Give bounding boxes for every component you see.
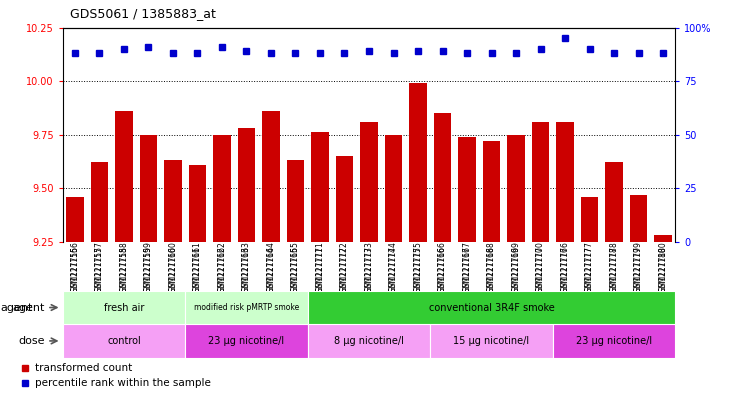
Bar (308, 291, 675, 324)
Bar (140, 134, 157, 242)
Text: GSM1217168: GSM1217168 (487, 241, 496, 292)
Bar (581, 197, 598, 242)
Text: GSM1217161: GSM1217161 (193, 241, 202, 292)
Bar (556, 122, 573, 242)
Bar (483, 141, 500, 242)
Text: fresh air: fresh air (104, 303, 144, 312)
Text: GSM1217160: GSM1217160 (168, 241, 177, 292)
Bar (430, 324, 553, 358)
Bar (165, 160, 182, 242)
Text: control: control (107, 336, 141, 346)
Text: GSM1217159: GSM1217159 (144, 241, 153, 292)
Bar (185, 291, 308, 324)
Text: GSM1217179: GSM1217179 (634, 241, 643, 292)
Text: 8 μg nicotine/l: 8 μg nicotine/l (334, 336, 404, 346)
Bar (553, 324, 675, 358)
Text: GSM1217157: GSM1217157 (95, 241, 104, 292)
Text: GSM1217169: GSM1217169 (511, 241, 520, 292)
Text: GSM1217174: GSM1217174 (389, 241, 398, 292)
Text: GSM1217175: GSM1217175 (413, 241, 422, 292)
Bar (213, 134, 230, 242)
Bar (287, 160, 304, 242)
Text: GSM1217166: GSM1217166 (438, 241, 447, 292)
Bar (336, 156, 353, 242)
Text: GDS5061 / 1385883_at: GDS5061 / 1385883_at (70, 7, 216, 20)
Text: GSM1217158: GSM1217158 (120, 241, 128, 292)
Bar (508, 134, 525, 242)
Text: GSM1217171: GSM1217171 (316, 241, 325, 292)
Bar (605, 162, 623, 242)
Bar (91, 162, 108, 242)
Text: 23 μg nicotine/l: 23 μg nicotine/l (208, 336, 285, 346)
Text: 15 μg nicotine/l: 15 μg nicotine/l (453, 336, 530, 346)
Text: agent: agent (13, 303, 45, 312)
Text: GSM1217170: GSM1217170 (536, 241, 545, 292)
Text: transformed count: transformed count (35, 362, 132, 373)
Bar (185, 324, 308, 358)
Bar (66, 197, 83, 242)
Text: GSM1217162: GSM1217162 (218, 241, 227, 292)
Bar (238, 128, 255, 242)
Text: GSM1217172: GSM1217172 (340, 241, 349, 292)
Bar (63, 291, 185, 324)
Text: GSM1217178: GSM1217178 (610, 241, 618, 292)
Bar (410, 83, 427, 242)
Bar (385, 134, 402, 242)
Bar (458, 137, 475, 242)
Bar (630, 195, 647, 242)
Text: 23 μg nicotine/l: 23 μg nicotine/l (576, 336, 652, 346)
Text: GSM1217176: GSM1217176 (561, 241, 570, 292)
Bar (434, 113, 451, 242)
Text: GSM1217177: GSM1217177 (585, 241, 594, 292)
Bar (655, 235, 672, 242)
Text: GSM1217165: GSM1217165 (291, 241, 300, 292)
Bar (308, 324, 430, 358)
Text: dose: dose (18, 336, 45, 346)
Text: GSM1217180: GSM1217180 (658, 241, 667, 292)
Bar (263, 111, 280, 242)
Bar (532, 122, 549, 242)
Bar (311, 132, 328, 242)
Text: conventional 3R4F smoke: conventional 3R4F smoke (429, 303, 554, 312)
Bar (189, 165, 206, 242)
Text: modified risk pMRTP smoke: modified risk pMRTP smoke (194, 303, 299, 312)
Bar (115, 111, 133, 242)
Text: percentile rank within the sample: percentile rank within the sample (35, 378, 210, 388)
Text: GSM1217163: GSM1217163 (242, 241, 251, 292)
Text: GSM1217167: GSM1217167 (463, 241, 472, 292)
Text: agent: agent (0, 303, 32, 312)
Text: GSM1217156: GSM1217156 (71, 241, 80, 292)
Bar (63, 324, 185, 358)
Bar (360, 122, 378, 242)
Text: GSM1217164: GSM1217164 (266, 241, 275, 292)
Text: GSM1217173: GSM1217173 (365, 241, 373, 292)
